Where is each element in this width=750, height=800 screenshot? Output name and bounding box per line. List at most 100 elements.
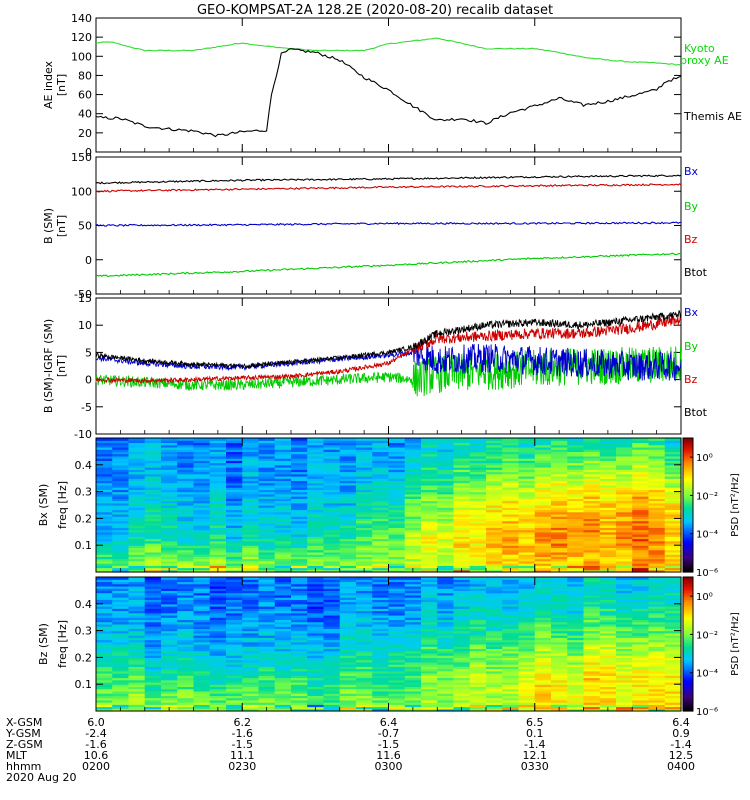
bz-spec-cell [437, 579, 455, 583]
bx-spec-cell [664, 478, 682, 482]
bx-spec-cell [664, 563, 682, 566]
bx-spec-cell [112, 538, 130, 542]
bx-spec-cell [209, 484, 227, 488]
bz-spec-cell [469, 577, 487, 580]
bx-spec-cell [453, 464, 471, 468]
bz-spec-cell [404, 679, 422, 683]
bz-spec-cell [518, 610, 536, 614]
bx-spec-cell [161, 484, 178, 488]
bx-spec-cell [242, 487, 260, 490]
bx-spec-cell [96, 549, 113, 553]
bx-spec-cell [339, 446, 357, 450]
bz-spec-cell [193, 612, 211, 616]
bx-spec-colorbar-tick-label: 10⁰ [696, 453, 713, 464]
bx-spec-cell [632, 536, 650, 540]
bx-spec-colorbar-segment [683, 556, 693, 560]
bz-spec-cell [404, 599, 422, 603]
bz-spec-cell [242, 590, 260, 594]
bz-spec-cell [388, 664, 406, 667]
bz-spec-cell [453, 644, 471, 647]
bx-spec-cell [583, 460, 601, 464]
bx-spec-cell [177, 502, 195, 506]
bx-spec-cell [242, 527, 260, 531]
bz-spec-cell [112, 670, 130, 674]
bx-spec-cell [226, 491, 243, 495]
bx-spec-cell [616, 527, 633, 531]
bx-spec-cell [599, 505, 617, 508]
bz-spec-cell [128, 581, 146, 585]
bx-spec-cell [161, 554, 178, 557]
bx-spec-colorbar-segment [683, 484, 693, 488]
bz-spec-cell [291, 608, 308, 612]
bx-spec-cell [112, 565, 130, 569]
bz-spec-cell [323, 628, 341, 632]
bx-spec-cell [161, 449, 178, 452]
bz-spec-cell [96, 699, 113, 703]
bx-spec-cell [648, 478, 666, 482]
bz-spec-colorbar-segment [683, 608, 693, 612]
bx-spec-cell [632, 531, 650, 535]
bz-spec-cell [209, 679, 227, 683]
bz-spec-cell [583, 628, 601, 632]
bz-spec-cell [307, 655, 325, 658]
bx-spec-cell [274, 551, 292, 555]
bx-spec-cell [567, 567, 585, 571]
bx-spec-cell [502, 507, 520, 511]
bz-spec-cell [502, 679, 520, 683]
bz-spec-cell [258, 588, 276, 591]
bz-spec-cell [128, 697, 146, 701]
bx-spec-cell [356, 493, 373, 497]
bz-spec-cell [469, 657, 487, 661]
bz-spec-cell [112, 583, 130, 587]
bx-spec-cell [161, 493, 178, 497]
bz-spec-cell [177, 684, 195, 688]
bx-spec-cell [177, 542, 195, 546]
bsm-legend-btot: Btot [684, 266, 708, 279]
bx-spec-cell [177, 507, 195, 511]
bz-spec-cell [648, 666, 666, 670]
bx-spec-cell [144, 540, 162, 544]
bz-spec-cell [453, 617, 471, 621]
bz-spec-cell [258, 632, 276, 636]
bx-spec-cell [518, 560, 536, 564]
bx-spec-cell [372, 522, 390, 526]
bz-spec-cell [323, 619, 341, 623]
bx-spec-cell [388, 471, 406, 475]
bz-spec-cell [502, 619, 520, 623]
bx-spec-colorbar-segment [683, 451, 693, 455]
bx-spec-cell [469, 480, 487, 484]
bx-spec-cell [664, 505, 682, 508]
bz-spec-cell [372, 585, 390, 589]
bz-spec-cell [453, 621, 471, 625]
bx-spec-cell [599, 516, 617, 519]
bz-spec-cell [177, 648, 195, 652]
bx-spec-cell [193, 478, 211, 482]
bz-spec-cell [437, 628, 455, 632]
bx-spec-cell [616, 540, 633, 544]
bz-spec-cell [144, 679, 162, 683]
bx-spec-cell [209, 475, 227, 479]
bz-spec-cell [388, 670, 406, 674]
bz-spec-cell [388, 601, 406, 605]
bz-spec-cell [372, 612, 390, 616]
bx-spec-cell [372, 455, 390, 459]
bz-spec-cell [421, 690, 438, 694]
bx-spec-cell [404, 451, 422, 455]
bz-spec-cell [567, 619, 585, 623]
bz-spec-cell [388, 668, 406, 672]
bz-spec-cell [193, 588, 211, 591]
bx-spec-cell [274, 467, 292, 470]
bx-spec-cell [372, 531, 390, 535]
bx-spec-cell [128, 547, 146, 551]
bz-spec-cell [112, 661, 130, 665]
bx-spec-cell [112, 475, 130, 479]
bx-spec-cell [567, 511, 585, 515]
bz-spec-cell [161, 650, 178, 654]
bz-spec-cell [469, 608, 487, 612]
bz-spec-cell [96, 630, 113, 634]
bz-spec-cell [518, 646, 536, 650]
bx-spec-cell [307, 507, 325, 511]
bz-spec-cell [486, 614, 503, 618]
bz-spec-cell [161, 623, 178, 627]
bx-spec-cell [258, 556, 276, 560]
